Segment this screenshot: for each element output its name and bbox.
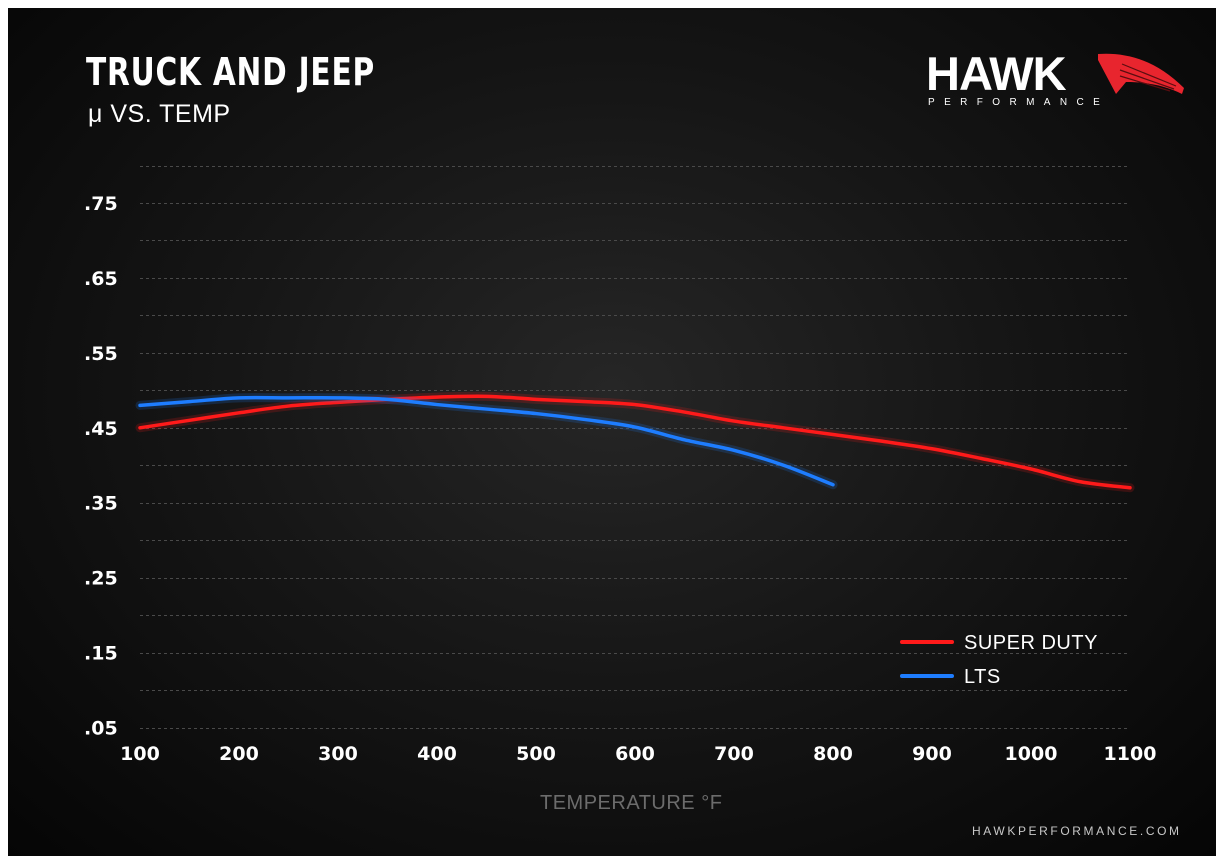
x-tick-label: 1100: [1104, 743, 1157, 765]
y-tick-label: .55: [84, 343, 118, 365]
x-axis-title: TEMPERATURE °F: [540, 792, 723, 814]
legend: SUPER DUTY LTS: [900, 632, 1098, 688]
y-tick-label: .05: [84, 718, 118, 740]
chart-card: [8, 8, 1216, 856]
y-tick-label: .35: [84, 493, 118, 515]
x-tick-label: 300: [318, 743, 358, 765]
x-tick-label: 700: [714, 743, 754, 765]
series-lines: [135, 391, 1135, 493]
legend-label-lts: LTS: [964, 666, 1001, 688]
series-glow-super-duty: [135, 391, 1135, 493]
x-tick-label: 100: [120, 743, 160, 765]
hawk-logo: HAWK PERFORMANCE: [926, 50, 1188, 112]
y-tick-label: .75: [84, 193, 118, 215]
x-tick-label: 500: [516, 743, 556, 765]
logo-wordmark: HAWK: [926, 47, 1067, 100]
x-axis-ticks: 100 200 300 400 500 600 700 800 900 1000 1100: [120, 743, 1156, 765]
series-line-super-duty: [138, 394, 1132, 490]
x-tick-label: 400: [417, 743, 457, 765]
chart-title: TRUCK AND JEEP: [86, 50, 375, 94]
x-tick-label: 900: [912, 743, 952, 765]
logo-subtitle: PERFORMANCE: [928, 97, 1110, 108]
website-url: HAWKPERFORMANCE.COM: [972, 824, 1182, 838]
x-tick-label: 1000: [1005, 743, 1058, 765]
series-line-lts: [138, 395, 835, 487]
chart-subtitle: μ VS. TEMP: [88, 100, 231, 128]
y-tick-label: .15: [84, 643, 118, 665]
y-tick-label: .45: [84, 418, 118, 440]
legend-label-super-duty: SUPER DUTY: [964, 632, 1098, 654]
y-tick-label: .25: [84, 568, 118, 590]
hawk-wing-icon: [1098, 53, 1184, 94]
x-tick-label: 600: [615, 743, 655, 765]
y-axis-ticks: .05 .15 .25 .35 .45 .55 .65 .75: [84, 193, 118, 740]
y-tick-label: .65: [84, 268, 118, 290]
x-tick-label: 200: [219, 743, 259, 765]
gridlines: [140, 166, 1130, 729]
x-tick-label: 800: [813, 743, 853, 765]
